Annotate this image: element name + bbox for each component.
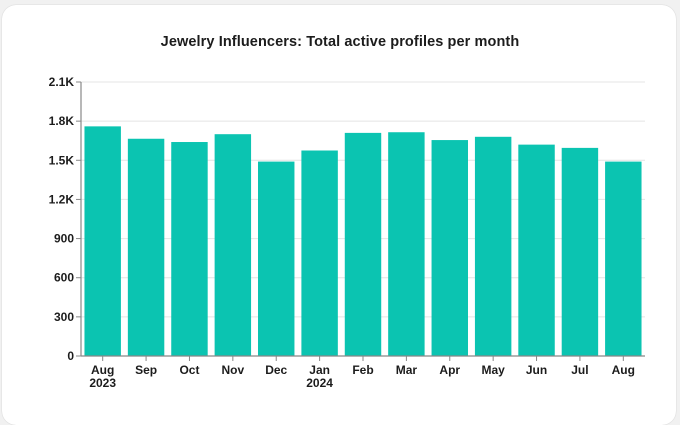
y-tick-label: 1.5K — [49, 153, 75, 167]
bars — [84, 126, 642, 357]
bar[interactable] — [127, 138, 165, 356]
bar[interactable] — [214, 134, 252, 356]
y-tick-label: 900 — [54, 232, 74, 246]
y-tick-label: 1.8K — [49, 114, 75, 128]
x-tick-label: Oct — [179, 363, 199, 377]
bar[interactable] — [344, 132, 382, 356]
bar[interactable] — [605, 161, 642, 356]
x-tick-label: Nov — [222, 363, 245, 377]
x-tick-label: Aug — [91, 363, 114, 377]
x-tick-label: Dec — [265, 363, 287, 377]
bar[interactable] — [258, 161, 295, 356]
bar[interactable] — [388, 132, 425, 356]
y-axis: 0 300 600 900 1.2K 1.5K 1.8K 2.1K — [49, 75, 82, 363]
bar[interactable] — [171, 142, 208, 356]
x-tick-label: Feb — [352, 363, 373, 377]
x-tick-label: Mar — [396, 363, 418, 377]
x-tick-label: Jul — [571, 363, 588, 377]
x-tick-label: Sep — [135, 363, 157, 377]
x-tick-label: May — [481, 363, 505, 377]
bar[interactable] — [301, 150, 338, 357]
x-tick-label: Apr — [439, 363, 460, 377]
y-tick-label: 1.2K — [49, 192, 75, 206]
bar[interactable] — [518, 144, 555, 356]
bar[interactable] — [431, 140, 468, 356]
y-tick-label: 600 — [54, 271, 74, 285]
y-tick-label: 0 — [67, 349, 74, 363]
y-tick-label: 2.1K — [49, 75, 75, 89]
x-tick-label: Jun — [526, 363, 547, 377]
bar[interactable] — [474, 136, 512, 356]
x-tick-sublabel: 2024 — [306, 376, 333, 390]
x-tick-label: Aug — [612, 363, 635, 377]
bar[interactable] — [84, 126, 121, 356]
x-tick-sublabel: 2023 — [89, 376, 116, 390]
x-tick-label: Jan — [309, 363, 330, 377]
bar[interactable] — [561, 147, 599, 356]
chart-title: Jewelry Influencers: Total active profil… — [160, 34, 520, 50]
y-tick-label: 300 — [54, 310, 74, 324]
